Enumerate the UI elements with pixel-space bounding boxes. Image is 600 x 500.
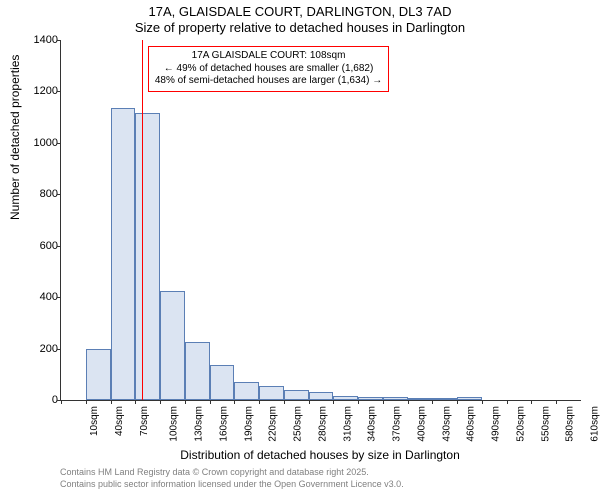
y-tick-mark — [57, 246, 61, 247]
x-tick-mark — [531, 400, 532, 404]
x-tick-label: 190sqm — [243, 406, 254, 442]
x-tick-mark — [358, 400, 359, 404]
y-tick-mark — [57, 194, 61, 195]
x-tick-mark — [61, 400, 62, 404]
x-tick-label: 460sqm — [466, 406, 477, 442]
histogram-bar — [210, 365, 235, 400]
annotation-line: 48% of semi-detached houses are larger (… — [155, 75, 382, 88]
y-axis-label: Number of detached properties — [8, 55, 22, 220]
x-tick-mark — [210, 400, 211, 404]
x-tick-label: 220sqm — [268, 406, 279, 442]
y-tick-label: 800 — [40, 188, 58, 200]
x-tick-mark — [457, 400, 458, 404]
histogram-bar — [259, 386, 284, 400]
x-tick-mark — [383, 400, 384, 404]
annotation-line: ← 49% of detached houses are smaller (1,… — [155, 63, 382, 76]
histogram-bar — [185, 342, 210, 400]
x-tick-label: 580sqm — [565, 406, 576, 442]
x-tick-mark — [284, 400, 285, 404]
x-tick-label: 130sqm — [194, 406, 205, 442]
footer-line-1: Contains HM Land Registry data © Crown c… — [60, 467, 369, 477]
histogram-bar — [358, 397, 383, 400]
x-tick-label: 310sqm — [342, 406, 353, 442]
histogram-bar — [135, 113, 160, 400]
x-tick-label: 550sqm — [540, 406, 551, 442]
x-tick-mark — [111, 400, 112, 404]
y-tick-label: 400 — [40, 291, 58, 303]
y-tick-label: 200 — [40, 343, 58, 355]
y-tick-mark — [57, 40, 61, 41]
annotation-line: 17A GLAISDALE COURT: 108sqm — [155, 50, 382, 63]
x-tick-mark — [185, 400, 186, 404]
x-tick-label: 520sqm — [516, 406, 527, 442]
x-tick-mark — [259, 400, 260, 404]
y-tick-label: 1400 — [34, 34, 58, 46]
x-tick-mark — [86, 400, 87, 404]
histogram-bar — [86, 349, 111, 400]
x-tick-mark — [507, 400, 508, 404]
histogram-bar — [432, 398, 457, 400]
histogram-bar — [408, 398, 433, 400]
x-tick-mark — [135, 400, 136, 404]
x-tick-label: 610sqm — [590, 406, 600, 442]
y-tick-mark — [57, 297, 61, 298]
annotation-box: 17A GLAISDALE COURT: 108sqm← 49% of deta… — [148, 46, 389, 92]
histogram-bar — [111, 108, 136, 400]
x-tick-label: 250sqm — [293, 406, 304, 442]
y-tick-label: 600 — [40, 240, 58, 252]
x-tick-mark — [309, 400, 310, 404]
x-axis-label: Distribution of detached houses by size … — [60, 448, 580, 462]
x-tick-label: 70sqm — [139, 406, 150, 436]
footer-line-2: Contains public sector information licen… — [60, 479, 404, 489]
x-tick-mark — [482, 400, 483, 404]
x-tick-mark — [556, 400, 557, 404]
x-tick-mark — [333, 400, 334, 404]
x-tick-label: 490sqm — [491, 406, 502, 442]
x-tick-mark — [432, 400, 433, 404]
x-tick-label: 400sqm — [416, 406, 427, 442]
x-tick-label: 280sqm — [317, 406, 328, 442]
x-tick-label: 40sqm — [114, 406, 125, 436]
x-tick-label: 370sqm — [392, 406, 403, 442]
title-sub: Size of property relative to detached ho… — [0, 20, 600, 35]
histogram-bar — [160, 291, 185, 400]
x-tick-label: 340sqm — [367, 406, 378, 442]
title-main: 17A, GLAISDALE COURT, DARLINGTON, DL3 7A… — [0, 4, 600, 19]
x-tick-label: 430sqm — [441, 406, 452, 442]
histogram-bar — [457, 397, 482, 400]
x-tick-mark — [408, 400, 409, 404]
histogram-bar — [333, 396, 358, 400]
chart-container: 17A, GLAISDALE COURT, DARLINGTON, DL3 7A… — [0, 0, 600, 500]
chart-area: 020040060080010001200140010sqm40sqm70sqm… — [60, 40, 581, 401]
histogram-bar — [234, 382, 259, 400]
y-tick-mark — [57, 91, 61, 92]
y-tick-mark — [57, 349, 61, 350]
x-tick-label: 10sqm — [89, 406, 100, 436]
x-tick-mark — [234, 400, 235, 404]
y-tick-label: 1200 — [34, 85, 58, 97]
y-tick-mark — [57, 143, 61, 144]
x-tick-label: 160sqm — [218, 406, 229, 442]
y-tick-label: 1000 — [34, 137, 58, 149]
x-tick-label: 100sqm — [169, 406, 180, 442]
histogram-bar — [284, 390, 309, 400]
histogram-bar — [309, 392, 334, 400]
property-marker-line — [142, 40, 144, 400]
x-tick-mark — [160, 400, 161, 404]
histogram-bar — [383, 397, 408, 400]
